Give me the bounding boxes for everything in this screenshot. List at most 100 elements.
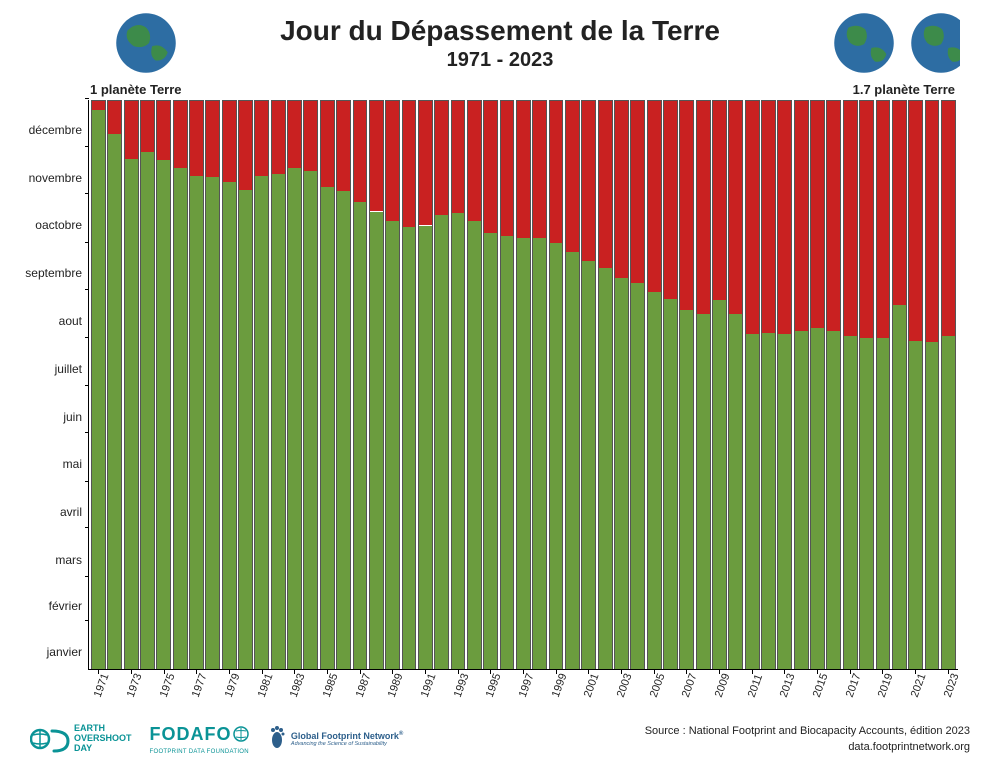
bar-2015 (810, 100, 825, 669)
bar-green-segment (206, 177, 219, 669)
bar-red-segment (877, 101, 890, 338)
logo-gfn-name: Global Footprint Network® (291, 731, 403, 741)
bar-red-segment (664, 101, 677, 299)
x-axis-label: 2005 (648, 672, 668, 699)
bar-green-segment (190, 176, 203, 669)
bar-green-segment (517, 238, 530, 669)
bar-green-segment (877, 338, 890, 669)
y-axis-label: novembre (29, 171, 82, 185)
bar-green-segment (125, 159, 138, 669)
bar-2001 (581, 100, 596, 669)
bar-1980 (238, 100, 253, 669)
bar-2005 (647, 100, 662, 669)
y-axis-label: oactobre (35, 218, 82, 232)
bar-1987 (353, 100, 368, 669)
bar-1972 (107, 100, 122, 669)
bar-red-segment (942, 101, 955, 336)
bar-red-segment (566, 101, 579, 252)
x-axis-label: 1977 (190, 672, 210, 699)
y-axis-label: janvier (47, 645, 82, 659)
bar-1975 (156, 100, 171, 669)
bar-red-segment (304, 101, 317, 171)
x-axis: 1971197319751977197919811983198519871989… (88, 672, 958, 722)
bar-red-segment (778, 101, 791, 334)
bar-green-segment (582, 261, 595, 669)
x-axis-label: 1979 (223, 672, 243, 699)
bar-red-segment (190, 101, 203, 176)
x-axis-label: 1983 (288, 672, 308, 699)
logos: EARTH OVERSHOOT DAY FODAFO FOOTPRINT DAT… (30, 723, 403, 755)
x-axis-label: 1975 (157, 672, 177, 699)
chart: janvierfévriermarsavrilmaijuinjuilletaou… (88, 100, 958, 670)
bar-1990 (402, 100, 417, 669)
bar-green-segment (893, 305, 906, 669)
bar-1983 (287, 100, 302, 669)
bar-green-segment (746, 334, 759, 669)
bar-green-segment (844, 336, 857, 669)
bar-2007 (679, 100, 694, 669)
bar-red-segment (337, 101, 350, 191)
bar-green-segment (484, 233, 497, 669)
bar-red-segment (108, 101, 121, 134)
bar-green-segment (174, 168, 187, 669)
bar-red-segment (272, 101, 285, 174)
bar-green-segment (403, 227, 416, 669)
bar-red-segment (157, 101, 170, 160)
bar-red-segment (795, 101, 808, 331)
x-axis-label: 2001 (582, 672, 602, 699)
y-axis-label: mai (63, 457, 82, 471)
bar-1992 (434, 100, 449, 669)
bar-green-segment (762, 333, 775, 669)
bar-red-segment (648, 101, 661, 292)
bar-green-segment (223, 182, 236, 669)
y-axis-label: juillet (55, 362, 82, 376)
bar-red-segment (321, 101, 334, 187)
bar-1994 (467, 100, 482, 669)
bar-green-segment (827, 331, 840, 669)
logo-fodafo-sub: FOOTPRINT DATA FOUNDATION (150, 749, 249, 755)
x-axis-label: 2011 (746, 673, 765, 699)
logo-earth-overshoot-day: EARTH OVERSHOOT DAY (30, 723, 132, 755)
bar-green-segment (108, 134, 121, 669)
bar-2017 (843, 100, 858, 669)
bar-1976 (173, 100, 188, 669)
bar-green-segment (288, 168, 301, 669)
credit-url: data.footprintnetwork.org (645, 740, 970, 755)
bar-red-segment (288, 101, 301, 168)
bar-green-segment (680, 310, 693, 669)
bar-green-segment (501, 236, 514, 669)
bar-1971 (91, 100, 106, 669)
bar-1985 (320, 100, 335, 669)
bar-2020 (892, 100, 907, 669)
y-axis-label: septembre (25, 266, 82, 280)
bar-2012 (761, 100, 776, 669)
bar-red-segment (909, 101, 922, 341)
bar-red-segment (893, 101, 906, 305)
credit-source: Source : National Footprint and Biocapac… (645, 724, 970, 739)
bar-red-segment (125, 101, 138, 159)
plot-area (88, 100, 958, 670)
bar-2000 (565, 100, 580, 669)
globe-icon-left (115, 12, 177, 74)
bar-green-segment (697, 314, 710, 669)
bar-2002 (598, 100, 613, 669)
x-axis-label: 2007 (680, 672, 700, 699)
bar-red-segment (370, 101, 383, 211)
x-axis-label: 2013 (778, 672, 798, 699)
bar-1974 (140, 100, 155, 669)
bar-green-segment (778, 334, 791, 669)
bar-1996 (500, 100, 515, 669)
bar-green-segment (337, 191, 350, 669)
bar-red-segment (484, 101, 497, 233)
bar-red-segment (680, 101, 693, 310)
bar-green-segment (354, 202, 367, 669)
bar-red-segment (223, 101, 236, 182)
bar-1997 (516, 100, 531, 669)
logo-fodafo: FODAFO FOOTPRINT DATA FOUNDATION (150, 724, 249, 755)
bar-green-segment (664, 299, 677, 669)
bar-2019 (876, 100, 891, 669)
logo-fodafo-name: FODAFO (150, 724, 232, 745)
bar-green-segment (419, 226, 432, 670)
bar-red-segment (239, 101, 252, 190)
bar-1989 (385, 100, 400, 669)
